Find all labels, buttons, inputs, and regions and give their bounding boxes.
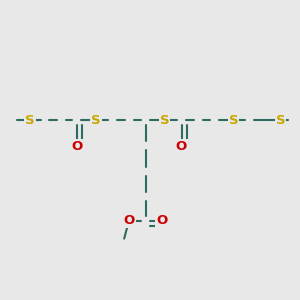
Text: S: S (276, 113, 285, 127)
Text: S: S (160, 113, 169, 127)
Text: S: S (91, 113, 101, 127)
Text: O: O (71, 140, 82, 154)
Text: O: O (176, 140, 187, 154)
Text: O: O (123, 214, 135, 227)
Text: O: O (156, 214, 168, 227)
Text: S: S (25, 113, 35, 127)
Text: S: S (229, 113, 238, 127)
